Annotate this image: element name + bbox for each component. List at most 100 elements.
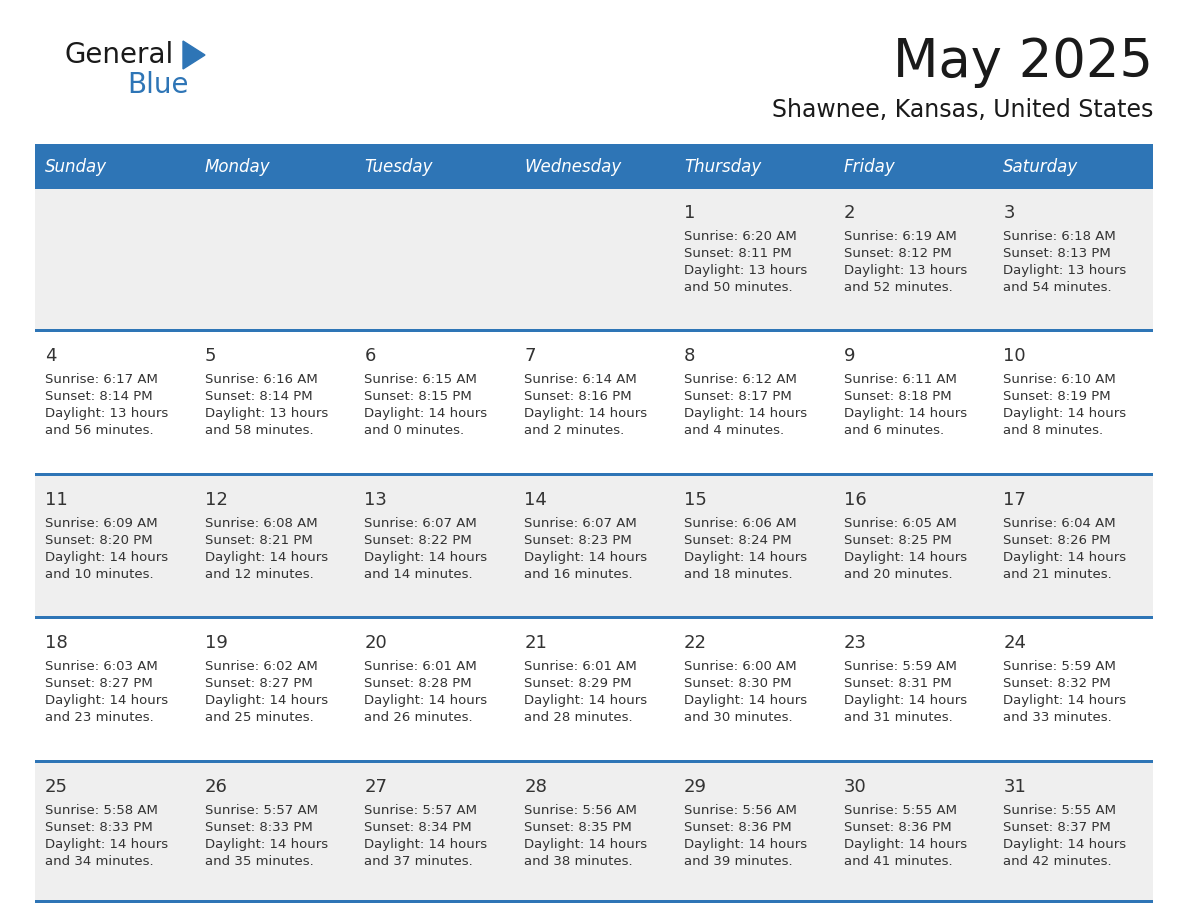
Bar <box>34 473 195 616</box>
Text: and 12 minutes.: and 12 minutes. <box>204 568 314 581</box>
Bar <box>514 473 674 616</box>
Text: Thursday: Thursday <box>684 158 762 176</box>
Bar <box>34 148 195 186</box>
Text: Daylight: 13 hours: Daylight: 13 hours <box>1004 264 1126 277</box>
Bar <box>993 759 1154 903</box>
Bar <box>514 148 674 186</box>
Text: Sunrise: 6:01 AM: Sunrise: 6:01 AM <box>524 660 637 673</box>
Bar <box>34 616 1154 620</box>
Bar <box>34 144 1154 148</box>
Bar <box>834 330 993 473</box>
Bar <box>34 330 1154 332</box>
Bar <box>674 616 834 759</box>
Bar <box>354 759 514 903</box>
Text: Daylight: 14 hours: Daylight: 14 hours <box>843 408 967 420</box>
Text: Blue: Blue <box>127 71 189 99</box>
Text: Sunrise: 6:10 AM: Sunrise: 6:10 AM <box>1004 374 1116 386</box>
Text: and 54 minutes.: and 54 minutes. <box>1004 281 1112 294</box>
Text: Daylight: 14 hours: Daylight: 14 hours <box>524 551 647 564</box>
Text: 6: 6 <box>365 347 375 365</box>
Text: Sunrise: 6:06 AM: Sunrise: 6:06 AM <box>684 517 796 530</box>
Bar <box>514 759 674 903</box>
Text: Daylight: 14 hours: Daylight: 14 hours <box>45 551 169 564</box>
Text: Sunrise: 5:56 AM: Sunrise: 5:56 AM <box>524 803 637 817</box>
Text: Daylight: 14 hours: Daylight: 14 hours <box>204 694 328 707</box>
Bar <box>674 473 834 616</box>
Text: 4: 4 <box>45 347 57 365</box>
Bar <box>34 900 1154 903</box>
Text: and 16 minutes.: and 16 minutes. <box>524 568 633 581</box>
Text: and 26 minutes.: and 26 minutes. <box>365 711 473 724</box>
Text: 9: 9 <box>843 347 855 365</box>
Text: Daylight: 14 hours: Daylight: 14 hours <box>524 837 647 851</box>
Bar <box>195 330 354 473</box>
Text: Sunday: Sunday <box>45 158 107 176</box>
Bar <box>34 759 1154 763</box>
Text: Sunrise: 6:11 AM: Sunrise: 6:11 AM <box>843 374 956 386</box>
Text: Sunset: 8:27 PM: Sunset: 8:27 PM <box>45 677 153 690</box>
Text: and 30 minutes.: and 30 minutes. <box>684 711 792 724</box>
Bar <box>354 186 514 330</box>
Text: Sunset: 8:12 PM: Sunset: 8:12 PM <box>843 247 952 260</box>
Text: Daylight: 14 hours: Daylight: 14 hours <box>365 694 487 707</box>
Text: Sunrise: 5:57 AM: Sunrise: 5:57 AM <box>204 803 317 817</box>
Text: 22: 22 <box>684 634 707 652</box>
Text: and 38 minutes.: and 38 minutes. <box>524 855 633 868</box>
Text: and 10 minutes.: and 10 minutes. <box>45 568 153 581</box>
Text: Sunrise: 6:00 AM: Sunrise: 6:00 AM <box>684 660 796 673</box>
Text: 2: 2 <box>843 204 855 222</box>
Text: and 20 minutes.: and 20 minutes. <box>843 568 953 581</box>
Text: Sunrise: 6:07 AM: Sunrise: 6:07 AM <box>365 517 478 530</box>
Text: and 18 minutes.: and 18 minutes. <box>684 568 792 581</box>
Text: 24: 24 <box>1004 634 1026 652</box>
Text: Sunrise: 6:05 AM: Sunrise: 6:05 AM <box>843 517 956 530</box>
Bar <box>195 759 354 903</box>
Text: Sunrise: 6:12 AM: Sunrise: 6:12 AM <box>684 374 797 386</box>
Text: Sunrise: 6:17 AM: Sunrise: 6:17 AM <box>45 374 158 386</box>
Text: 12: 12 <box>204 491 228 509</box>
Text: Sunset: 8:26 PM: Sunset: 8:26 PM <box>1004 533 1111 547</box>
Text: Daylight: 14 hours: Daylight: 14 hours <box>365 551 487 564</box>
Text: Sunset: 8:13 PM: Sunset: 8:13 PM <box>1004 247 1111 260</box>
Text: Daylight: 13 hours: Daylight: 13 hours <box>45 408 169 420</box>
Text: Monday: Monday <box>204 158 271 176</box>
Text: Daylight: 14 hours: Daylight: 14 hours <box>204 551 328 564</box>
Text: Sunrise: 6:07 AM: Sunrise: 6:07 AM <box>524 517 637 530</box>
Bar <box>354 616 514 759</box>
Text: 10: 10 <box>1004 347 1026 365</box>
Text: Sunrise: 6:09 AM: Sunrise: 6:09 AM <box>45 517 158 530</box>
Text: and 58 minutes.: and 58 minutes. <box>204 424 314 437</box>
Text: 27: 27 <box>365 778 387 796</box>
Text: Sunrise: 6:20 AM: Sunrise: 6:20 AM <box>684 230 797 243</box>
Text: 30: 30 <box>843 778 866 796</box>
Text: Daylight: 14 hours: Daylight: 14 hours <box>1004 551 1126 564</box>
Text: Sunset: 8:27 PM: Sunset: 8:27 PM <box>204 677 312 690</box>
Text: Sunrise: 6:04 AM: Sunrise: 6:04 AM <box>1004 517 1116 530</box>
Text: Sunrise: 6:19 AM: Sunrise: 6:19 AM <box>843 230 956 243</box>
Bar <box>354 330 514 473</box>
Bar <box>34 330 195 473</box>
Text: 18: 18 <box>45 634 68 652</box>
Text: and 25 minutes.: and 25 minutes. <box>204 711 314 724</box>
Bar <box>834 186 993 330</box>
Text: Daylight: 13 hours: Daylight: 13 hours <box>684 264 807 277</box>
Text: 25: 25 <box>45 778 68 796</box>
Text: Sunrise: 6:01 AM: Sunrise: 6:01 AM <box>365 660 478 673</box>
Text: and 35 minutes.: and 35 minutes. <box>204 855 314 868</box>
Bar <box>34 186 1154 189</box>
Text: Sunrise: 5:59 AM: Sunrise: 5:59 AM <box>1004 660 1117 673</box>
Text: Sunset: 8:33 PM: Sunset: 8:33 PM <box>45 821 153 834</box>
Text: Daylight: 14 hours: Daylight: 14 hours <box>524 408 647 420</box>
Text: 5: 5 <box>204 347 216 365</box>
Bar <box>993 330 1154 473</box>
Bar <box>354 148 514 186</box>
Text: Daylight: 14 hours: Daylight: 14 hours <box>843 551 967 564</box>
Text: and 56 minutes.: and 56 minutes. <box>45 424 153 437</box>
Text: Shawnee, Kansas, United States: Shawnee, Kansas, United States <box>772 98 1154 122</box>
Text: Sunset: 8:29 PM: Sunset: 8:29 PM <box>524 677 632 690</box>
Text: Sunset: 8:25 PM: Sunset: 8:25 PM <box>843 533 952 547</box>
Text: and 34 minutes.: and 34 minutes. <box>45 855 153 868</box>
Bar <box>834 148 993 186</box>
Text: Daylight: 14 hours: Daylight: 14 hours <box>684 551 807 564</box>
Text: and 14 minutes.: and 14 minutes. <box>365 568 473 581</box>
